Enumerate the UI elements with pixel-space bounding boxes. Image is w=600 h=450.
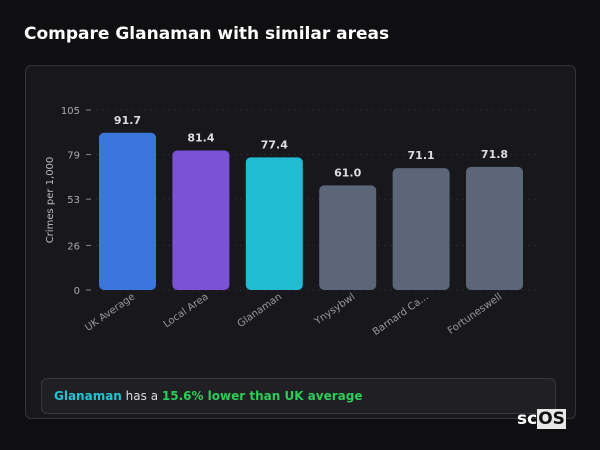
bar[interactable] [99, 132, 156, 290]
x-tick-label: Fortuneswell [446, 291, 504, 336]
x-tick-label: Ynysybwl [312, 291, 357, 327]
x-tick-label: UK Average [83, 291, 137, 333]
data-label: 71.1 [408, 149, 435, 162]
summary-text: has a [121, 389, 162, 403]
data-label: 91.7 [114, 114, 141, 127]
y-tick-label: 26 [67, 241, 80, 252]
bar[interactable] [392, 168, 450, 290]
comparison-highlight: 15.6% lower than UK average [161, 389, 363, 403]
bar[interactable] [245, 157, 303, 290]
scos-logo: scOS [517, 409, 566, 429]
x-tick-label: Glanaman [236, 291, 284, 329]
data-label: 71.8 [481, 148, 508, 161]
data-label: 81.4 [187, 131, 214, 144]
y-tick-label: 79 [67, 151, 80, 162]
page-title: Compare Glanaman with similar areas [24, 24, 390, 44]
x-tick-label: Barnard Ca... [371, 291, 431, 338]
bar[interactable] [466, 166, 523, 290]
bar[interactable] [172, 150, 230, 290]
y-tick-label: 53 [67, 195, 80, 206]
data-label: 61.0 [334, 166, 361, 179]
y-tick-label: 105 [61, 106, 80, 117]
bar[interactable] [319, 185, 377, 290]
x-tick-label: Local Area [162, 291, 211, 330]
area-name: Glanaman [54, 389, 122, 403]
y-tick-label: 0 [74, 286, 80, 297]
data-label: 77.4 [261, 138, 288, 151]
summary-box: Glanaman has a 15.6% lower than UK avera… [41, 378, 556, 414]
y-axis-label: Crimes per 1,000 [45, 157, 56, 244]
